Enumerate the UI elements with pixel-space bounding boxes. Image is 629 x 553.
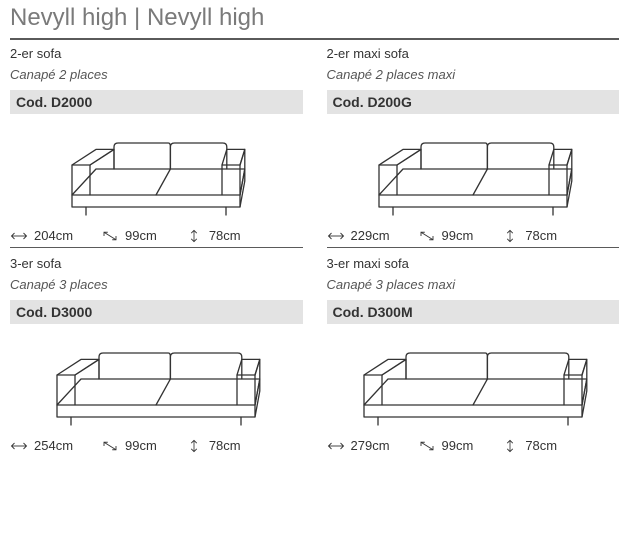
product-code: Cod. D2000: [10, 90, 303, 114]
product-card: 3-er sofa Canapé 3 places Cod. D3000 254…: [10, 252, 303, 453]
product-card: 2-er maxi sofa Canapé 2 places maxi Cod.…: [327, 42, 620, 252]
product-name-fr: Canapé 3 places: [10, 277, 303, 292]
dimensions-row: 254cm 99cm 78cm: [10, 438, 303, 453]
sofa-icon: [51, 337, 261, 427]
dim-depth-value: 99cm: [442, 438, 474, 453]
product-name-fr: Canapé 2 places: [10, 67, 303, 82]
dim-width: 254cm: [10, 438, 73, 453]
depth-arrow-icon: [101, 229, 119, 243]
dim-depth-value: 99cm: [125, 438, 157, 453]
dim-depth-value: 99cm: [125, 228, 157, 243]
product-code: Cod. D3000: [10, 300, 303, 324]
product-name-fr: Canapé 3 places maxi: [327, 277, 620, 292]
product-name-de: 3-er sofa: [10, 256, 303, 271]
product-name-fr: Canapé 2 places maxi: [327, 67, 620, 82]
dimensions-row: 279cm 99cm 78cm: [327, 438, 620, 453]
card-separator: [327, 247, 620, 248]
product-name-de: 3-er maxi sofa: [327, 256, 620, 271]
dim-depth: 99cm: [418, 228, 474, 243]
dim-depth: 99cm: [418, 438, 474, 453]
product-card: 3-er maxi sofa Canapé 3 places maxi Cod.…: [327, 252, 620, 453]
product-grid: 2-er sofa Canapé 2 places Cod. D2000 204…: [10, 42, 619, 453]
width-arrow-icon: [327, 439, 345, 453]
sofa-icon: [66, 127, 246, 217]
product-card: 2-er sofa Canapé 2 places Cod. D2000 204…: [10, 42, 303, 252]
dim-height-value: 78cm: [209, 228, 241, 243]
dim-width: 229cm: [327, 228, 390, 243]
dim-width: 279cm: [327, 438, 390, 453]
sofa-icon: [373, 127, 573, 217]
product-illustration: [10, 332, 303, 432]
dim-depth-value: 99cm: [442, 228, 474, 243]
dim-width-value: 279cm: [351, 438, 390, 453]
width-arrow-icon: [327, 229, 345, 243]
sofa-icon: [358, 337, 588, 427]
product-name-de: 2-er maxi sofa: [327, 46, 620, 61]
height-arrow-icon: [501, 229, 519, 243]
dim-width: 204cm: [10, 228, 73, 243]
dim-width-value: 254cm: [34, 438, 73, 453]
dimensions-row: 204cm 99cm 78cm: [10, 228, 303, 243]
dim-depth: 99cm: [101, 228, 157, 243]
product-illustration: [327, 122, 620, 222]
dim-width-value: 229cm: [351, 228, 390, 243]
height-arrow-icon: [185, 229, 203, 243]
depth-arrow-icon: [101, 439, 119, 453]
depth-arrow-icon: [418, 439, 436, 453]
dim-height: 78cm: [501, 438, 557, 453]
width-arrow-icon: [10, 229, 28, 243]
product-illustration: [10, 122, 303, 222]
page-title: Nevyll high | Nevyll high: [10, 4, 619, 32]
card-separator: [10, 247, 303, 248]
dim-width-value: 204cm: [34, 228, 73, 243]
dimensions-row: 229cm 99cm 78cm: [327, 228, 620, 243]
height-arrow-icon: [501, 439, 519, 453]
dim-height: 78cm: [185, 228, 241, 243]
width-arrow-icon: [10, 439, 28, 453]
height-arrow-icon: [185, 439, 203, 453]
title-rule: [10, 38, 619, 40]
dim-height-value: 78cm: [525, 438, 557, 453]
dim-height: 78cm: [185, 438, 241, 453]
product-code: Cod. D300M: [327, 300, 620, 324]
product-name-de: 2-er sofa: [10, 46, 303, 61]
dim-height-value: 78cm: [209, 438, 241, 453]
product-illustration: [327, 332, 620, 432]
product-code: Cod. D200G: [327, 90, 620, 114]
dim-depth: 99cm: [101, 438, 157, 453]
depth-arrow-icon: [418, 229, 436, 243]
dim-height-value: 78cm: [525, 228, 557, 243]
dim-height: 78cm: [501, 228, 557, 243]
